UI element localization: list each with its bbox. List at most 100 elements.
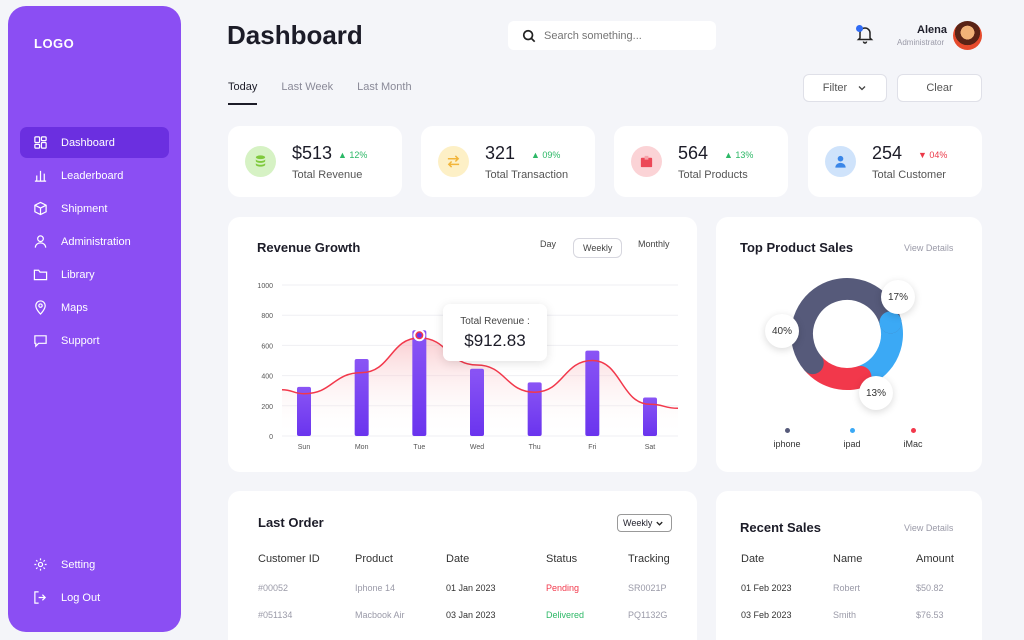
stat-change-value: 09% xyxy=(542,150,561,160)
column-header: Date xyxy=(741,553,765,565)
sidebar-item-administration[interactable]: Administration xyxy=(20,226,169,257)
x-tick-label: Tue xyxy=(413,444,425,451)
sale-amount: $76.53 xyxy=(916,610,944,620)
column-header: Tracking xyxy=(628,553,670,565)
y-tick-label: 600 xyxy=(261,343,273,350)
stat-value: $513 xyxy=(292,143,333,163)
stat-card-customer: 254 ▼ 04% Total Customer xyxy=(808,126,982,197)
page-title: Dashboard xyxy=(227,20,363,50)
search-icon xyxy=(522,29,536,42)
stat-icon-wrap xyxy=(245,146,276,177)
order-status: Pending xyxy=(546,583,580,593)
period-monthly[interactable]: Monthly xyxy=(638,239,670,249)
period-weekly[interactable]: Weekly xyxy=(573,238,623,258)
filter-button[interactable]: Filter xyxy=(803,74,887,102)
weekly-select-value: Weekly xyxy=(623,518,653,528)
grid-icon xyxy=(34,136,47,149)
revenue-bar xyxy=(643,397,657,436)
revenue-chart: 0 200 400 600 800 1000 Sun Mon Tue Wed Thu Fri Sat xyxy=(257,283,679,451)
user-icon xyxy=(34,235,47,248)
x-tick-label: Wed xyxy=(470,444,484,451)
stat-icon-wrap xyxy=(825,146,856,177)
order-product: Iphone 14 xyxy=(355,583,396,593)
revenue-bar xyxy=(412,330,427,436)
order-tracking: SR0021P xyxy=(628,583,667,593)
tooltip-label: Total Revenue : xyxy=(460,316,530,327)
tab-today[interactable]: Today xyxy=(228,81,258,105)
column-header: Date xyxy=(446,553,470,565)
user-icon xyxy=(835,155,846,168)
stat-change-value: 13% xyxy=(735,150,754,160)
top-products-title: Top Product Sales xyxy=(740,240,854,255)
weekly-select[interactable]: Weekly xyxy=(617,514,672,532)
stat-label: Total Customer xyxy=(872,169,946,181)
time-tabs: Today Last Week Last Month xyxy=(228,81,436,105)
y-tick-label: 1000 xyxy=(257,283,273,290)
column-header: Name xyxy=(833,553,863,565)
legend-dot xyxy=(784,428,790,433)
pct-bubble-imac: 13% xyxy=(859,376,893,410)
sidebar-item-support[interactable]: Support xyxy=(20,325,169,356)
tab-last-month[interactable]: Last Month xyxy=(357,81,412,93)
legend-label: iMac xyxy=(903,439,923,449)
x-tick-label: Fri xyxy=(588,444,597,451)
revenue-bar xyxy=(297,386,311,436)
sale-date: 01 Feb 2023 xyxy=(741,583,792,593)
sidebar-item-maps[interactable]: Maps xyxy=(20,292,169,323)
package-icon xyxy=(640,155,653,168)
revenue-bar xyxy=(354,358,369,436)
view-details-link[interactable]: View Details xyxy=(904,523,954,533)
avatar[interactable] xyxy=(953,21,982,50)
sidebar-item-label: Support xyxy=(61,334,100,347)
order-date: 03 Jan 2023 xyxy=(446,610,496,620)
map-pin-icon xyxy=(35,300,46,315)
stat-change: ▲ 12% xyxy=(338,150,368,160)
recent-sales-title: Recent Sales xyxy=(740,520,821,535)
sidebar-bottom: Setting Log Out xyxy=(20,549,169,615)
order-product: Macbook Air xyxy=(355,610,405,620)
stat-change: ▲ 13% xyxy=(724,150,754,160)
sidebar-item-leaderboard[interactable]: Leaderboard xyxy=(20,160,169,191)
sidebar-item-setting[interactable]: Setting xyxy=(20,549,169,580)
legend-label: iphone xyxy=(773,439,801,449)
donut-slice xyxy=(791,278,903,390)
pct-bubble-ipad: 17% xyxy=(881,280,915,314)
last-order-title: Last Order xyxy=(258,515,324,530)
revenue-tooltip: Total Revenue : $912.83 xyxy=(443,304,547,361)
transfer-icon xyxy=(447,155,460,168)
x-tick-label: Sat xyxy=(645,444,656,451)
donut-chart xyxy=(791,278,903,390)
stat-label: Total Revenue xyxy=(292,169,363,181)
sidebar-item-library[interactable]: Library xyxy=(20,259,169,290)
y-tick-label: 400 xyxy=(261,374,273,381)
search-bar[interactable] xyxy=(508,21,716,50)
clear-button[interactable]: Clear xyxy=(897,74,982,102)
sidebar-nav: Dashboard Leaderboard Shipment Administr… xyxy=(20,127,169,358)
sidebar-item-logout[interactable]: Log Out xyxy=(20,582,169,613)
legend-dot xyxy=(910,428,916,433)
stat-label: Total Transaction xyxy=(485,169,569,181)
stat-label: Total Products xyxy=(678,169,748,181)
sidebar-item-dashboard[interactable]: Dashboard xyxy=(20,127,169,158)
chevron-down-icon xyxy=(656,521,664,526)
order-id: #051134 xyxy=(258,610,293,620)
sidebar-item-shipment[interactable]: Shipment xyxy=(20,193,169,224)
period-day[interactable]: Day xyxy=(540,239,557,249)
sale-name: Robert xyxy=(833,583,861,593)
stat-icon-wrap xyxy=(438,146,469,177)
search-input[interactable] xyxy=(544,29,694,42)
sidebar-item-label: Shipment xyxy=(61,202,108,215)
notification-dot xyxy=(856,25,863,32)
gear-icon xyxy=(34,558,47,571)
tab-last-week[interactable]: Last Week xyxy=(281,81,334,93)
view-details-link[interactable]: View Details xyxy=(904,243,954,253)
column-header: Amount xyxy=(916,553,954,565)
chevron-down-icon xyxy=(858,86,866,91)
recent-sales-panel xyxy=(716,491,982,640)
sidebar-item-label: Dashboard xyxy=(61,136,115,149)
y-tick-label: 200 xyxy=(261,404,273,411)
sidebar-item-label: Maps xyxy=(61,301,88,314)
x-tick-label: Thu xyxy=(529,444,541,451)
order-id: #00052 xyxy=(258,583,289,593)
column-header: Customer ID xyxy=(258,553,320,565)
